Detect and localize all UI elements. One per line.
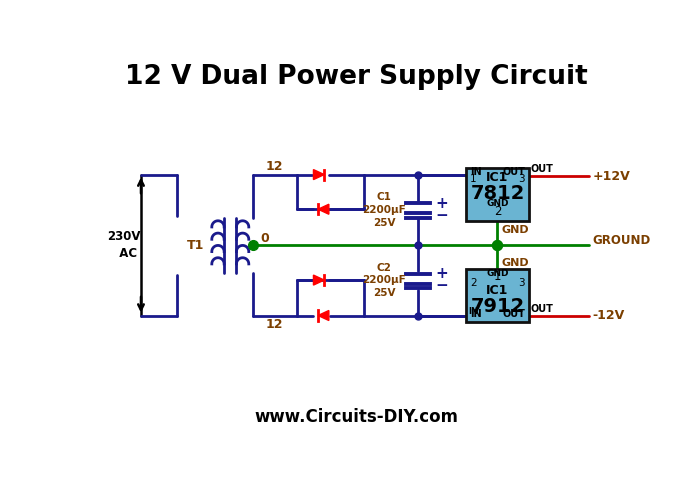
Text: 12: 12 [265, 318, 284, 331]
Text: 2: 2 [493, 205, 501, 218]
Text: −: − [435, 208, 448, 223]
Text: OUT: OUT [502, 309, 525, 319]
Text: 2: 2 [470, 278, 476, 288]
Text: +: + [435, 266, 448, 281]
Text: 3: 3 [518, 174, 525, 184]
Text: GND: GND [486, 199, 509, 208]
Text: -12V: -12V [592, 309, 624, 322]
FancyBboxPatch shape [466, 169, 529, 221]
Text: 1: 1 [493, 271, 501, 283]
Text: 230V
  AC: 230V AC [107, 230, 141, 260]
Text: GND: GND [501, 225, 529, 235]
Text: GROUND: GROUND [592, 234, 651, 247]
Polygon shape [313, 275, 325, 285]
Text: +12V: +12V [592, 170, 630, 183]
Text: OUT: OUT [530, 164, 553, 174]
Text: IC1: IC1 [486, 284, 509, 297]
Text: 7812: 7812 [471, 184, 525, 203]
Text: 7912: 7912 [471, 297, 525, 316]
Polygon shape [313, 170, 325, 180]
Text: OUT: OUT [502, 167, 525, 177]
Polygon shape [318, 204, 329, 214]
Text: GND: GND [501, 258, 529, 268]
Text: OUT: OUT [530, 304, 553, 313]
Text: −: − [435, 278, 448, 294]
Polygon shape [318, 311, 329, 320]
Text: 3: 3 [518, 278, 525, 288]
Text: C1
2200μF
25V: C1 2200μF 25V [362, 192, 406, 228]
Text: IN: IN [470, 167, 482, 177]
Text: +: + [435, 195, 448, 210]
Text: T1: T1 [187, 239, 204, 252]
Text: IN: IN [468, 307, 478, 316]
Text: C2
2200μF
25V: C2 2200μF 25V [362, 262, 406, 298]
Text: www.Circuits-DIY.com: www.Circuits-DIY.com [254, 408, 459, 426]
Text: IN: IN [470, 309, 482, 319]
Text: 0: 0 [261, 232, 269, 245]
Text: 12 V Dual Power Supply Circuit: 12 V Dual Power Supply Circuit [125, 64, 588, 90]
FancyBboxPatch shape [466, 269, 529, 322]
Text: 12: 12 [265, 160, 284, 174]
Text: GND: GND [486, 269, 509, 278]
Text: IC1: IC1 [486, 171, 509, 184]
Text: 1: 1 [470, 174, 476, 184]
